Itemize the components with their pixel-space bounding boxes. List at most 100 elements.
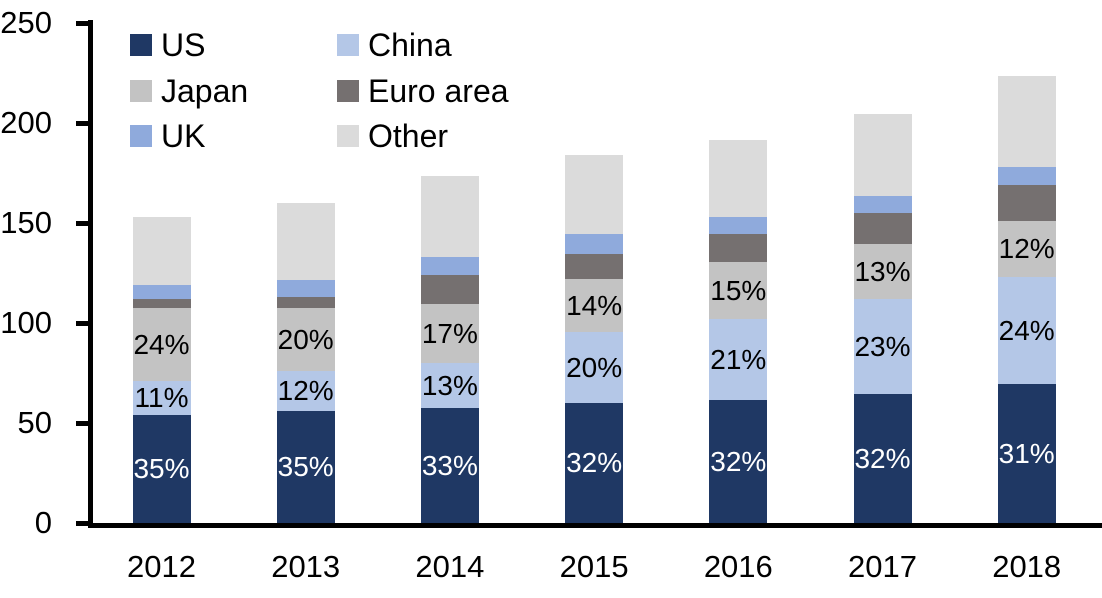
- x-axis-category-label: 2018: [992, 549, 1062, 584]
- bar-segment-other-2017: [853, 114, 912, 196]
- legend-item-us: US: [130, 27, 206, 63]
- bar-segment-us-2012: [132, 415, 191, 523]
- legend-label: Other: [368, 118, 449, 154]
- bar-segment-japan-2018: [997, 221, 1056, 277]
- bar-segment-us-2015: [565, 403, 624, 523]
- bar-segment-label: 15%: [710, 274, 767, 306]
- legend-label: US: [161, 27, 206, 63]
- y-axis-tick: [76, 121, 93, 126]
- legend-item-other: Other: [337, 118, 449, 154]
- bar-segment-china-2014: [420, 363, 479, 408]
- bar-segment-china-2018: [997, 277, 1056, 384]
- y-axis-tick-label: 50: [17, 405, 52, 440]
- bar-segment-uk-2017: [853, 196, 912, 213]
- x-axis-category-label: 2015: [559, 549, 629, 584]
- y-axis-tick-label: 150: [0, 205, 52, 240]
- bar-segment-us-2014: [420, 408, 479, 523]
- bar-segment-uk-2018: [997, 167, 1056, 185]
- bar-segment-uk-2012: [132, 285, 191, 299]
- legend-swatch-euro-area: [337, 80, 359, 102]
- bar-segment-label: 35%: [277, 451, 334, 482]
- bar-segment-other-2016: [709, 140, 768, 217]
- y-axis-tick-label: 0: [34, 505, 52, 540]
- bar-segment-euro-area-2016: [709, 234, 768, 262]
- bar-segment-label: 33%: [421, 449, 478, 481]
- bar-segment-china-2017: [853, 299, 912, 394]
- bar-segment-us-2018: [997, 384, 1056, 523]
- bar-segment-euro-area-2013: [276, 297, 335, 308]
- legend-item-japan: Japan: [130, 73, 249, 109]
- legend-label: China: [368, 27, 452, 63]
- bar-segment-label: 20%: [277, 323, 334, 355]
- y-axis-line: [88, 20, 93, 528]
- bar-segment-uk-2016: [709, 217, 768, 234]
- x-axis-category-label: 2013: [271, 549, 341, 584]
- bar-segment-japan-2012: [132, 308, 191, 381]
- x-axis-category-label: 2017: [848, 549, 917, 584]
- bar-segment-label: 20%: [566, 351, 623, 383]
- bar-segment-label: 31%: [998, 437, 1055, 469]
- bar-segment-china-2012: [132, 381, 191, 415]
- bar-segment-label: 17%: [421, 317, 478, 349]
- bar-segment-label: 12%: [998, 233, 1055, 264]
- bar-segment-label: 21%: [710, 343, 767, 375]
- bar-segment-euro-area-2018: [997, 185, 1056, 221]
- bar-segment-us-2013: [276, 411, 335, 523]
- legend-swatch-uk: [130, 125, 152, 147]
- bar-segment-label: 32%: [566, 447, 623, 478]
- legend-item-euro-area: Euro area: [337, 73, 509, 109]
- bar-segment-euro-area-2015: [565, 254, 624, 279]
- bar-segment-other-2018: [997, 76, 1056, 167]
- bar-segment-label: 32%: [854, 442, 911, 474]
- y-axis-tick-label: 100: [0, 305, 52, 340]
- bar-segment-other-2015: [565, 155, 624, 234]
- bar-segment-japan-2017: [853, 244, 912, 299]
- legend-label: Euro area: [368, 73, 509, 109]
- y-axis-tick-label: 250: [0, 5, 52, 40]
- bar-segment-label: 12%: [277, 375, 334, 406]
- bar-segment-label: 11%: [134, 382, 189, 413]
- bar-segment-china-2013: [276, 371, 335, 411]
- bar-segment-us-2017: [853, 394, 912, 523]
- bar-segment-label: 14%: [566, 289, 623, 321]
- y-axis-tick: [76, 321, 93, 326]
- bar-segment-other-2012: [132, 217, 191, 285]
- x-axis-line: [88, 523, 1102, 528]
- bar-segment-label: 23%: [854, 330, 911, 362]
- bar-segment-uk-2014: [420, 257, 479, 275]
- legend-swatch-us: [130, 34, 152, 56]
- bar-segment-china-2016: [709, 319, 768, 400]
- legend-swatch-china: [337, 34, 359, 56]
- legend-label: UK: [161, 118, 206, 154]
- y-axis-tick: [76, 521, 93, 526]
- x-axis-category-label: 2012: [127, 549, 196, 584]
- bar-segment-japan-2014: [420, 304, 479, 363]
- bar-segment-japan-2013: [276, 308, 335, 371]
- legend-item-china: China: [337, 27, 452, 63]
- bar-segment-china-2015: [565, 332, 624, 403]
- y-axis-tick: [76, 221, 93, 226]
- y-axis-tick: [76, 421, 93, 426]
- bar-segment-euro-area-2017: [853, 213, 912, 244]
- bar-segment-japan-2015: [565, 279, 624, 332]
- x-axis-category-label: 2014: [415, 549, 485, 584]
- bar-segment-label: 35%: [133, 453, 190, 484]
- y-axis-tick-label: 200: [0, 105, 52, 140]
- legend-label: Japan: [161, 73, 249, 109]
- bar-segment-japan-2016: [709, 262, 768, 319]
- bar-segment-label: 32%: [710, 445, 767, 477]
- bar-segment-other-2014: [420, 176, 479, 257]
- bar-segment-euro-area-2012: [132, 299, 191, 308]
- bar-segment-us-2016: [709, 400, 768, 523]
- bar-segment-label: 13%: [421, 369, 478, 401]
- legend-swatch-other: [337, 125, 359, 147]
- bar-segment-label: 24%: [998, 314, 1055, 346]
- legend-item-uk: UK: [130, 118, 206, 154]
- bar-segment-euro-area-2014: [420, 275, 479, 304]
- legend-swatch-japan: [130, 80, 152, 102]
- x-axis-category-label: 2016: [703, 549, 773, 584]
- bar-segment-uk-2013: [276, 280, 335, 297]
- bar-segment-label: 24%: [133, 328, 190, 360]
- bar-segment-uk-2015: [565, 234, 624, 254]
